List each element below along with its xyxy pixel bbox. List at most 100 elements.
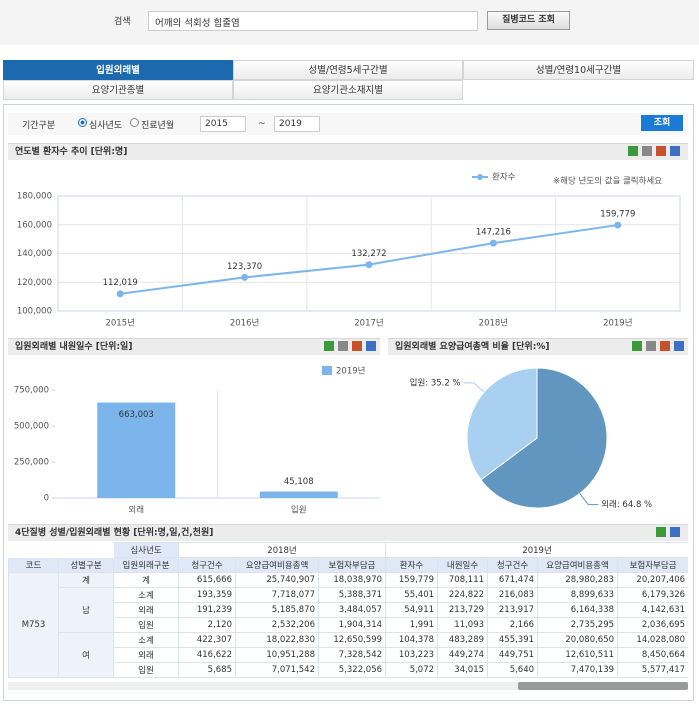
panel-header: 연도별 환자수 추이 [단위:명] [8, 143, 688, 160]
value-cell: 7,328,542 [317, 647, 387, 663]
x-tick-label: 2017년 [354, 318, 383, 329]
icons [628, 341, 684, 358]
icon[interactable] [660, 341, 670, 351]
point [116, 290, 124, 298]
tab[interactable]: 입원외래별 [3, 60, 233, 80]
y-tick-label: 100,000 [17, 307, 52, 317]
data-label: 123,370 [227, 262, 262, 272]
value-cell: 103,223 [385, 647, 439, 663]
y-tick-label: 250,000 [14, 458, 49, 468]
value-cell: 54,911 [385, 602, 439, 618]
column-header: 요양급여비용총액 [537, 557, 619, 573]
value-cell: 449,274 [437, 647, 489, 663]
y-tick-label: 120,000 [17, 278, 52, 288]
value-cell: 1,904,314 [317, 617, 387, 633]
radio[interactable] [130, 118, 139, 127]
scrollbar[interactable] [8, 682, 688, 690]
icon[interactable] [656, 527, 666, 537]
value-cell: 5,685 [178, 662, 236, 678]
value-cell: 25,740,907 [235, 572, 319, 588]
table-row: 심사년도 2018년 2019년 [8, 542, 688, 558]
value-cell: 6,179,326 [617, 587, 688, 603]
point [489, 239, 497, 247]
value-cell: 213,917 [487, 602, 539, 618]
icon[interactable] [366, 341, 376, 351]
icon[interactable] [352, 341, 362, 351]
value-cell: 6,164,338 [537, 602, 619, 618]
icon[interactable] [674, 341, 684, 351]
value-cell: 11,093 [437, 617, 489, 633]
value-cell: 449,751 [487, 647, 539, 663]
value-cell: 55,401 [385, 587, 439, 603]
plot-frame [57, 195, 681, 312]
data-label: 132,272 [351, 249, 386, 259]
value-cell: 8,899,633 [537, 587, 619, 603]
value-cell: 671,474 [487, 572, 539, 588]
icon[interactable] [632, 341, 642, 351]
type-cell: 외래 [113, 647, 179, 663]
value-cell: 2,036,695 [617, 617, 688, 633]
tab[interactable]: 요양기관종별 [3, 80, 233, 100]
tab[interactable]: 성별/연령5세구간별 [233, 60, 463, 80]
x-tick-label: 2018년 [479, 318, 508, 329]
select-from[interactable]: 2015 [200, 116, 246, 132]
value-cell: 14,028,080 [617, 632, 688, 648]
table-row: 코드 성별구분 입원외래구분 청구건수 요양급여비용총액 보험자부담금 환자수 내원일수 청구건… [8, 557, 688, 573]
select-to[interactable]: 2019 [274, 116, 320, 132]
value-cell: 7,718,077 [235, 587, 319, 603]
query-button[interactable]: 조회 [641, 115, 683, 131]
type-cell: 외래 [113, 602, 179, 618]
icon[interactable] [628, 146, 638, 156]
point [614, 221, 622, 229]
pie-slice [466, 367, 538, 481]
icon[interactable] [670, 146, 680, 156]
column-header: 환자수 [385, 557, 439, 573]
filter-bar: 기간구분 심사년도 진료년월 2015 ~ 2019 조회 [8, 113, 688, 135]
column-header: 코드 [8, 557, 59, 573]
value-cell: 416,622 [178, 647, 236, 663]
column-header: 청구건수 [178, 557, 236, 573]
panel-header: 4단질병 성별/입원외래별 현황 [단위:명,일,건,천원] [8, 524, 688, 541]
type-cell: 소계 [113, 587, 179, 603]
icon[interactable] [642, 146, 652, 156]
value-cell: 8,450,664 [617, 647, 688, 663]
panel-header: 입원외래별 내원일수 [단위:일] [8, 338, 380, 355]
table-row: 입원 2,120 2,532,206 1,904,314 1,991 11,093 2,16… [9, 617, 688, 633]
radio-label: 심사년도 [89, 121, 123, 131]
legend-marker [322, 366, 332, 375]
icon[interactable] [670, 527, 680, 537]
tab[interactable]: 요양기관소재지별 [233, 80, 463, 100]
y-tick-label: 0 [44, 494, 49, 504]
value-cell: 10,951,288 [235, 647, 319, 663]
data-label: 입원: 35.2 % [410, 378, 461, 388]
icon[interactable] [324, 341, 334, 351]
stats-table: 심사년도 2018년 2019년 코드 성별구분 입원외래구분 청구건수 요양급여비용총액 보험… [8, 542, 688, 678]
leader-line [579, 493, 599, 506]
search-input[interactable]: 어깨의 석회성 힘줄염 [148, 11, 478, 31]
icon[interactable] [646, 341, 656, 351]
panel-title: 연도별 환자수 추이 [단위:명] [15, 147, 128, 157]
radio[interactable] [78, 118, 87, 127]
data-label: 663,003 [119, 410, 154, 420]
search-button[interactable]: 질병코드 조회 [487, 11, 570, 30]
icon[interactable] [656, 146, 666, 156]
value-cell: 34,015 [437, 662, 489, 678]
leader-line [463, 382, 485, 393]
value-cell: 5,577,417 [617, 662, 688, 678]
tab[interactable]: 성별/연령10세구간별 [463, 60, 694, 80]
scroll-thumb[interactable] [518, 682, 688, 690]
icon[interactable] [338, 341, 348, 351]
value-cell: 422,307 [178, 632, 236, 648]
legend-label: 환자수 [492, 172, 516, 183]
value-cell: 5,640 [487, 662, 539, 678]
bar [97, 402, 176, 498]
data-label: 112,019 [103, 278, 138, 288]
value-cell: 708,111 [437, 572, 489, 588]
group-header: 심사년도 [113, 542, 179, 558]
main-panel [3, 104, 694, 701]
table-row: 외래 191,239 5,185,870 3,484,057 54,911 213,729… [9, 602, 688, 618]
panel-title: 입원외래별 내원일수 [단위:일] [15, 342, 133, 352]
value-cell: 191,239 [178, 602, 236, 618]
